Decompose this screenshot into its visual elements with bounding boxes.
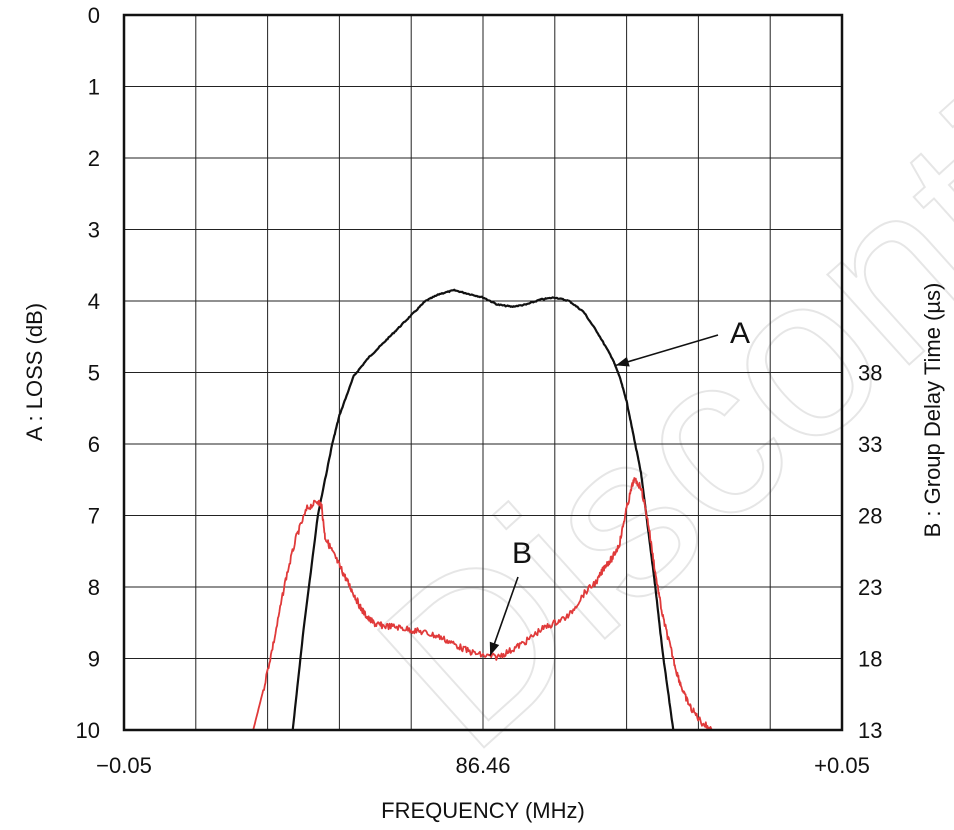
curve-label-a: A (730, 317, 750, 350)
curve-annotations: AB (489, 317, 750, 656)
plot-frame (122, 13, 844, 732)
left-axis-ticks: 0 1 2 3 4 5 6 7 8 9 10 (76, 3, 100, 743)
right-tick-label: 33 (858, 432, 882, 457)
series-b-line (252, 477, 713, 731)
left-tick-label: 5 (88, 361, 100, 386)
annotation-arrow-line (489, 576, 519, 656)
x-tick-label: +0.05 (814, 753, 870, 778)
right-axis-ticks: 38 33 28 23 18 13 (858, 361, 882, 744)
right-axis-title: B : Group Delay Time (µs) (920, 283, 945, 538)
curve-label-b: B (512, 537, 532, 570)
annotation-arrowhead (615, 356, 630, 367)
annotation-arrowhead (489, 641, 500, 656)
left-axis-title: A : LOSS (dB) (22, 303, 47, 441)
left-tick-label: 7 (88, 504, 100, 529)
right-tick-label: 13 (858, 718, 882, 743)
right-tick-label: 23 (858, 575, 882, 600)
left-tick-label: 10 (76, 718, 100, 743)
series-a-line (291, 288, 675, 731)
left-tick-label: 9 (88, 647, 100, 672)
right-tick-label: 28 (858, 504, 882, 529)
annotation-arrow-line (615, 334, 719, 367)
left-tick-label: 1 (88, 75, 100, 100)
watermark: Discontinued product (331, 0, 954, 796)
left-tick-label: 2 (88, 146, 100, 171)
left-tick-label: 8 (88, 575, 100, 600)
x-tick-label: −0.05 (96, 753, 152, 778)
right-tick-label: 18 (858, 647, 882, 672)
x-tick-label: 86.46 (455, 753, 510, 778)
x-axis-ticks: −0.05 86.46 +0.05 (96, 753, 870, 778)
left-tick-label: 4 (88, 289, 100, 314)
right-tick-label: 38 (858, 361, 882, 386)
left-tick-label: 6 (88, 432, 100, 457)
data-curves (252, 288, 713, 731)
left-tick-label: 3 (88, 218, 100, 243)
plot-grid (124, 15, 842, 730)
left-tick-label: 0 (88, 3, 100, 28)
x-axis-title: FREQUENCY (MHz) (381, 798, 585, 823)
